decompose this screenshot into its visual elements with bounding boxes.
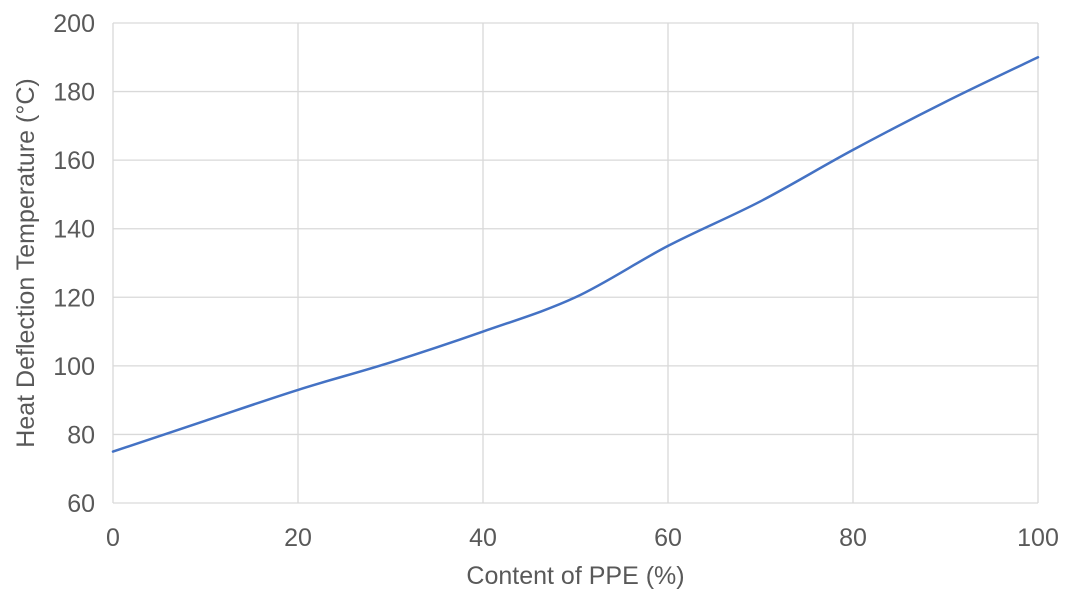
series-line-heat-deflection-temperature [111, 56, 1040, 453]
y-tick-label-140: 140 [53, 216, 95, 244]
y-tick-label-80: 80 [67, 421, 95, 449]
y-tick-label-120: 120 [53, 284, 95, 312]
y-tick-label-200: 200 [53, 10, 95, 38]
y-tick-label-100: 100 [53, 353, 95, 381]
y-tick-label-60: 60 [67, 490, 95, 518]
y-axis-title: Heat Deflection Temperature (°C) [12, 78, 40, 447]
grid-layer [112, 22, 1039, 504]
x-tick-label-60: 60 [654, 524, 682, 552]
x-axis-title: Content of PPE (%) [466, 562, 684, 590]
x-tick-label-40: 40 [469, 524, 497, 552]
x-tick-label-80: 80 [839, 524, 867, 552]
x-tick-label-0: 0 [106, 524, 120, 552]
y-tick-label-160: 160 [53, 147, 95, 175]
y-tick-label-180: 180 [53, 79, 95, 107]
x-tick-label-20: 20 [284, 524, 312, 552]
x-tick-label-100: 100 [1017, 524, 1059, 552]
tick-layer: 60 80 100 120 140 160 180 200 0 20 40 60 80 100 [53, 10, 1059, 552]
